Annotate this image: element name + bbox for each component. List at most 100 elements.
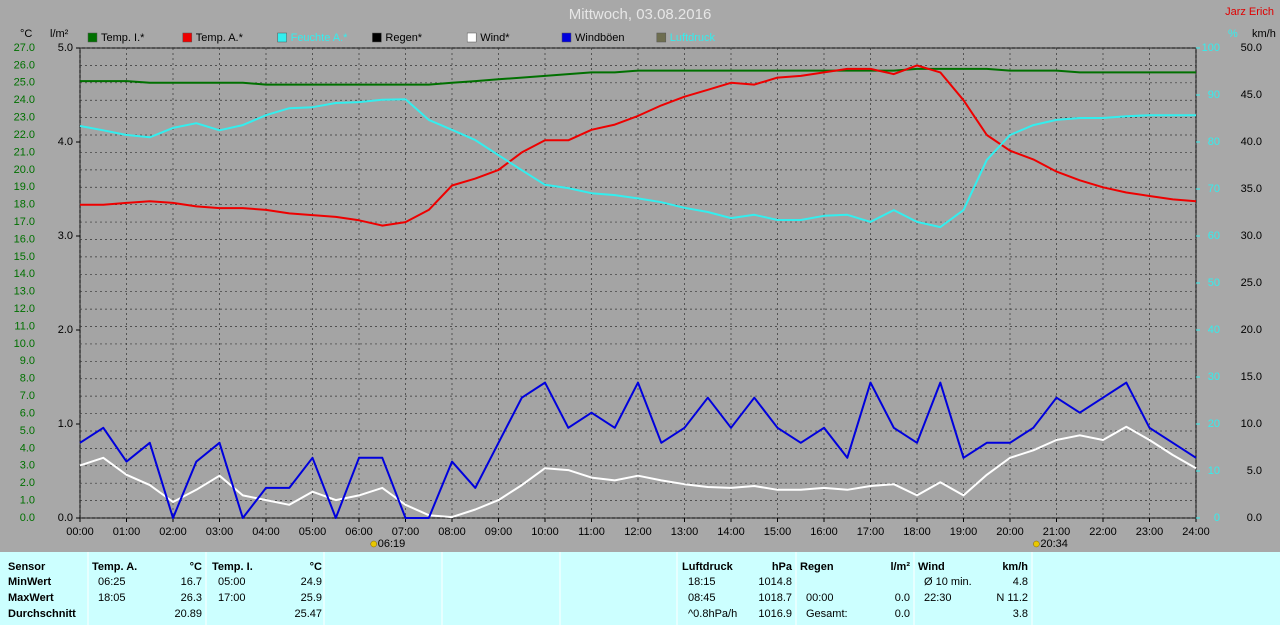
x-tick-label: 06:00 [345, 526, 373, 538]
y3-tick-label: 3.0 [58, 230, 73, 242]
cell-value: 0.0 [895, 608, 910, 620]
y4-tick-label: 35.0 [1241, 183, 1262, 195]
y4-tick-label: 20.0 [1241, 324, 1262, 336]
column-unit: hPa [772, 561, 793, 573]
y2-tick-label: 100 [1202, 42, 1220, 54]
y4-tick-label: 25.0 [1241, 277, 1262, 289]
column-header: Temp. I. [212, 561, 253, 573]
cell-value: 1018.7 [758, 592, 792, 604]
cell-value: 4.8 [1013, 576, 1028, 588]
cell-label: Ø 10 min. [924, 576, 972, 588]
x-tick-label: 02:00 [159, 526, 187, 538]
cell-value: 3.8 [1013, 608, 1028, 620]
x-tick-label: 19:00 [950, 526, 978, 538]
chart-title: Mittwoch, 03.08.2016 [569, 6, 712, 23]
y3-tick-label: 2.0 [58, 324, 73, 336]
sun-marker [1033, 540, 1040, 548]
x-tick-label: 00:00 [66, 526, 94, 538]
cell-value: 1016.9 [758, 608, 792, 620]
legend-label: Luftdruck [670, 32, 716, 44]
x-tick-label: 20:00 [996, 526, 1024, 538]
column-header: Regen [800, 561, 834, 573]
y2-tick-label: 70 [1208, 183, 1220, 195]
y2-tick-label: 20 [1208, 418, 1220, 430]
y4-tick-label: 15.0 [1241, 371, 1262, 383]
cell-label: 00:00 [806, 592, 834, 604]
y-tick-label: 16.0 [14, 233, 35, 245]
x-tick-label: 09:00 [485, 526, 513, 538]
cell-label: ^0.8hPa/h [688, 608, 737, 620]
y-tick-label: 7.0 [20, 390, 35, 402]
cell-value: 25.47 [294, 608, 322, 620]
x-tick-label: 22:00 [1089, 526, 1117, 538]
annotation-label: 06:19 [378, 538, 406, 550]
series-line [80, 67, 1196, 86]
column-unit: °C [190, 561, 202, 573]
x-tick-label: 16:00 [810, 526, 838, 538]
y4-tick-label: 30.0 [1241, 230, 1262, 242]
x-tick-label: 03:00 [206, 526, 234, 538]
y3-tick-label: 0.0 [58, 512, 73, 524]
legend-label: Windböen [575, 32, 625, 44]
legend-swatch [87, 32, 98, 43]
cell-value: N 11.2 [996, 592, 1028, 604]
series-line [79, 98, 1196, 229]
series-line [79, 425, 1197, 519]
y2-tick-label: 50 [1208, 277, 1220, 289]
x-tick-label: 24:00 [1182, 526, 1210, 538]
y-tick-label: 22.0 [14, 129, 35, 141]
cell-label: Gesamt: [806, 608, 848, 620]
column-unit: l/m² [890, 561, 910, 573]
y-tick-label: 21.0 [14, 146, 35, 158]
y-tick-label: 14.0 [14, 268, 35, 280]
cell-label: 18:05 [98, 592, 126, 604]
legend-label: Temp. A.* [196, 32, 244, 44]
y-tick-label: 0.0 [20, 512, 35, 524]
legend-label: Temp. I.* [101, 32, 145, 44]
x-tick-label: 05:00 [299, 526, 327, 538]
y-tick-label: 12.0 [14, 303, 35, 315]
column-header: Temp. A. [92, 561, 137, 573]
cell-label: 08:45 [688, 592, 716, 604]
row-label: Durchschnitt [8, 608, 76, 620]
cell-value: 16.7 [181, 576, 202, 588]
x-tick-label: 15:00 [764, 526, 792, 538]
series-line [79, 381, 1197, 519]
x-tick-label: 14:00 [717, 526, 745, 538]
x-tick-label: 01:00 [113, 526, 141, 538]
y-tick-label: 2.0 [20, 477, 35, 489]
column-unit: km/h [1002, 561, 1028, 573]
x-tick-label: 18:00 [903, 526, 931, 538]
y-tick-label: 15.0 [14, 251, 35, 263]
legend-label: Wind* [480, 32, 510, 44]
column-unit: °C [310, 561, 322, 573]
sun-marker [370, 540, 377, 548]
y2-tick-label: 10 [1208, 465, 1220, 477]
x-tick-label: 23:00 [1136, 526, 1164, 538]
legend-swatch [656, 32, 667, 43]
table-header: Sensor [8, 561, 46, 573]
y2-tick-label: 30 [1208, 371, 1220, 383]
y3-tick-label: 4.0 [58, 136, 73, 148]
y-tick-label: 25.0 [14, 77, 35, 89]
cell-value: 25.9 [301, 592, 322, 604]
y2-tick-label: 80 [1208, 136, 1220, 148]
y-tick-label: 20.0 [14, 164, 35, 176]
cell-label: 05:00 [218, 576, 246, 588]
user-label: Jarz Erich [1225, 6, 1274, 18]
x-tick-label: 04:00 [252, 526, 280, 538]
legend-swatch [182, 32, 193, 43]
y-tick-label: 26.0 [14, 59, 35, 71]
y-tick-label: 27.0 [14, 42, 35, 54]
axis-unit: km/h [1252, 28, 1276, 40]
annotation-label: 20:34 [1040, 538, 1068, 550]
cell-value: 0.0 [895, 592, 910, 604]
y-tick-label: 5.0 [20, 425, 35, 437]
x-tick-label: 08:00 [438, 526, 466, 538]
y-tick-label: 19.0 [14, 181, 35, 193]
cell-label: 06:25 [98, 576, 126, 588]
y2-tick-label: 40 [1208, 324, 1220, 336]
y4-tick-label: 40.0 [1241, 136, 1262, 148]
axis-unit: °C [20, 28, 32, 40]
